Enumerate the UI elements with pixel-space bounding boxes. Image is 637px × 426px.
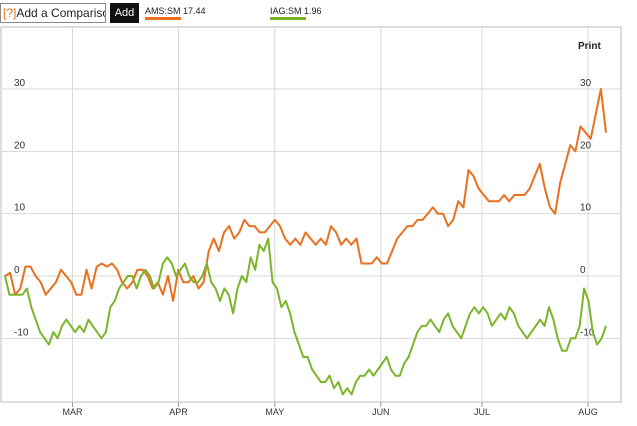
add-button[interactable]: Add	[110, 3, 139, 23]
x-tick-label: JUN	[372, 407, 390, 417]
legend-item-iag: IAG:SM 1.96	[270, 6, 322, 16]
y-tick-label-right: -10	[580, 327, 595, 338]
plot-frame	[0, 26, 622, 403]
x-axis: MAR APR MAY JUN JUL AUG	[62, 402, 598, 417]
help-icon[interactable]: [?]	[3, 6, 17, 20]
y-tick-label-left: -10	[14, 327, 29, 338]
y-axis-right: 30 20 10 0 -10	[580, 78, 595, 338]
series-lines	[4, 88, 607, 396]
chart-grid	[0, 26, 622, 403]
y-tick-label-left: 30	[14, 78, 26, 89]
legend-swatch-iag	[270, 17, 306, 20]
series-line-iag-sm	[4, 237, 607, 396]
x-tick-label: MAY	[265, 407, 284, 417]
print-link[interactable]: Print	[578, 41, 601, 52]
y-tick-label-right: 10	[580, 203, 592, 214]
y-axis-left: 30 20 10 0 -10	[14, 78, 29, 338]
y-tick-label-left: 10	[14, 203, 26, 214]
y-tick-label-right: 30	[580, 78, 592, 89]
series-line-ams-sm	[4, 88, 607, 302]
legend-item-ams: AMS:SM 17.44	[145, 6, 206, 16]
y-tick-label-right: 20	[580, 140, 592, 151]
x-tick-label: AUG	[578, 407, 598, 417]
add-comparison-input[interactable]: [?]Add a Comparison	[0, 3, 106, 23]
y-tick-label-left: 20	[14, 140, 26, 151]
x-tick-label: MAR	[62, 407, 83, 417]
toolbar: [?]Add a Comparison Add AMS:SM 17.44 IAG…	[0, 0, 637, 27]
x-tick-label: APR	[169, 407, 188, 417]
x-tick-label: JUL	[474, 407, 490, 417]
add-comparison-text: Add a Comparison	[16, 6, 106, 20]
legend-swatch-ams	[145, 17, 181, 20]
y-tick-label-left: 0	[14, 265, 20, 276]
y-tick-label-right: 0	[580, 265, 586, 276]
